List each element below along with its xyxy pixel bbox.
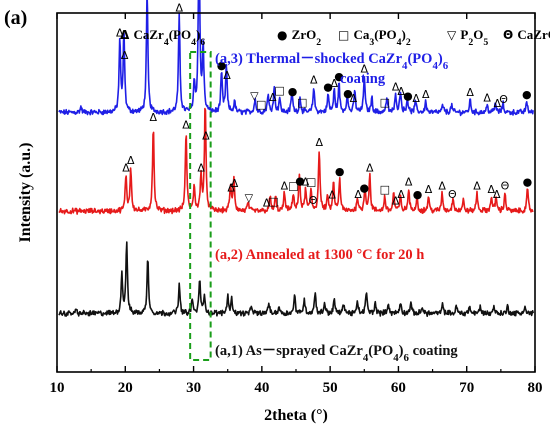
peak-marker: Δ	[231, 177, 239, 190]
peak-marker: Δ	[263, 196, 271, 209]
peak-marker: Δ	[122, 161, 130, 174]
peak-marker: ●	[295, 175, 305, 188]
peak-marker: Θ	[448, 188, 457, 201]
peak-marker: Δ	[405, 176, 413, 189]
legend-entry: ● ZrO2	[277, 27, 321, 48]
peak-marker: Δ	[202, 130, 210, 143]
peak-marker: Δ	[182, 118, 190, 131]
legend-entry: Θ CaZrO3	[503, 27, 550, 48]
series-line-a1	[58, 241, 534, 318]
peak-marker: Δ	[397, 188, 405, 201]
peak-marker: Δ	[175, 2, 183, 15]
peak-marker: □	[288, 179, 298, 192]
peak-marker: Θ	[501, 179, 510, 192]
peak-marker: ●	[522, 88, 532, 101]
peak-marker: Δ	[354, 188, 362, 201]
peak-marker: Δ	[269, 91, 277, 104]
peak-marker: □	[297, 96, 307, 109]
peak-marker: Δ	[483, 91, 491, 104]
peak-marker: Δ	[328, 189, 336, 202]
series-labels: (a,3) Thermal－shocked CaZr4(PO4)6coating…	[215, 51, 458, 364]
x-tick-label: 20	[118, 380, 133, 396]
diffraction-traces	[58, 0, 534, 318]
peak-marker: ▽	[245, 192, 254, 205]
peak-marker: ●	[288, 85, 298, 98]
peak-marker: Δ	[494, 97, 502, 110]
peak-marker: □	[268, 195, 278, 208]
peak-marker: Δ	[493, 188, 501, 201]
peak-marker: Θ	[309, 194, 318, 207]
series-label-a1: (a,1) As－sprayed CaZr4(PO4)6 coating	[215, 343, 458, 364]
x-axis-title: 2theta (°)	[264, 407, 328, 424]
peak-marker: ●	[323, 81, 333, 94]
peak-marker: □	[274, 84, 284, 97]
highlight-region	[189, 51, 212, 361]
peak-marker: ●	[217, 59, 227, 72]
peak-marker: ●	[334, 70, 344, 83]
peak-marker: Θ	[499, 93, 508, 106]
peak-marker: ●	[403, 89, 413, 102]
phase-legend: Δ CaZr4(PO4)6 ● ZrO2 □ Ca3(PO4)2 ▽ P2O5 Θ Ca…	[120, 27, 550, 48]
peak-markers: ΔΔΔΔΔ●Δ▽□Δ□●□Δ●Δ●●ΔΔ□ΔΔ●ΔΔΔΔΔΘ●ΔΔΔΔΔΔΔΔ▽…	[116, 2, 533, 210]
highlight-box	[189, 51, 212, 361]
peak-marker: Δ	[121, 49, 129, 62]
peak-marker: Δ	[422, 88, 430, 101]
peak-marker: Δ	[315, 136, 323, 149]
peak-marker: Δ	[310, 73, 318, 86]
legend-entry: ▽ P2O5	[447, 27, 488, 48]
peak-marker: □	[306, 176, 316, 189]
x-tick-label: 50	[323, 380, 338, 396]
peak-marker: Δ	[223, 69, 231, 82]
peak-marker: Δ	[227, 181, 235, 194]
peak-marker: Δ	[473, 179, 481, 192]
peak-marker: □	[256, 98, 266, 111]
peak-marker: ●	[523, 176, 533, 189]
x-tick-label: 30	[186, 380, 201, 396]
series-label-a2: (a,2) Annealed at 1300 °C for 20 h	[215, 247, 424, 263]
peak-marker: Δ	[127, 154, 135, 167]
peak-marker: Δ	[412, 92, 420, 105]
series-line-a2	[58, 107, 534, 215]
legend-entry: Δ CaZr4(PO4)6	[120, 27, 205, 48]
series-line-a3	[58, 0, 534, 117]
peak-marker: Δ	[361, 63, 369, 76]
peak-marker: Δ	[438, 179, 446, 192]
peak-marker: ●	[413, 188, 423, 201]
peak-marker: ●	[343, 87, 353, 100]
x-tick-label: 80	[528, 380, 543, 396]
peak-marker: ▽	[250, 89, 259, 102]
y-axis-title: Intensity (a.u.)	[17, 142, 34, 242]
peak-marker: Δ	[150, 111, 158, 124]
x-tick-label: 70	[459, 380, 474, 396]
legend-entry: □ Ca3(PO4)2	[338, 27, 411, 48]
x-tick-label: 10	[50, 380, 65, 396]
peak-marker: Δ	[116, 27, 124, 40]
peak-marker: Δ	[466, 86, 474, 99]
panel-label: (a)	[4, 7, 27, 29]
peak-marker: Δ	[197, 161, 205, 174]
peak-marker: Δ	[330, 77, 338, 90]
x-tick-label: 40	[254, 380, 269, 396]
series-label-a3: (a,3) Thermal－shocked CaZr4(PO4)6	[215, 51, 449, 72]
peak-marker: Δ	[392, 81, 400, 94]
peak-marker: Δ	[302, 176, 310, 189]
peak-marker: Δ	[392, 194, 400, 207]
peak-marker: Δ	[425, 183, 433, 196]
x-tick-label: 60	[391, 380, 406, 396]
peak-marker: Δ	[488, 183, 496, 196]
peak-marker: □	[380, 183, 390, 196]
peak-marker: ●	[359, 181, 369, 194]
peak-marker: Δ	[397, 85, 405, 98]
axes: 10 20 30 40 50 60 70 80 2theta (°) Intensity (a.u…	[17, 12, 543, 424]
peak-marker: Δ	[350, 92, 358, 105]
peak-marker: ●	[335, 165, 345, 178]
peak-marker: □	[380, 96, 390, 109]
series-label-a3-line2: coating	[340, 71, 386, 87]
peak-marker: Δ	[366, 161, 374, 174]
peak-marker: Δ	[281, 179, 289, 192]
